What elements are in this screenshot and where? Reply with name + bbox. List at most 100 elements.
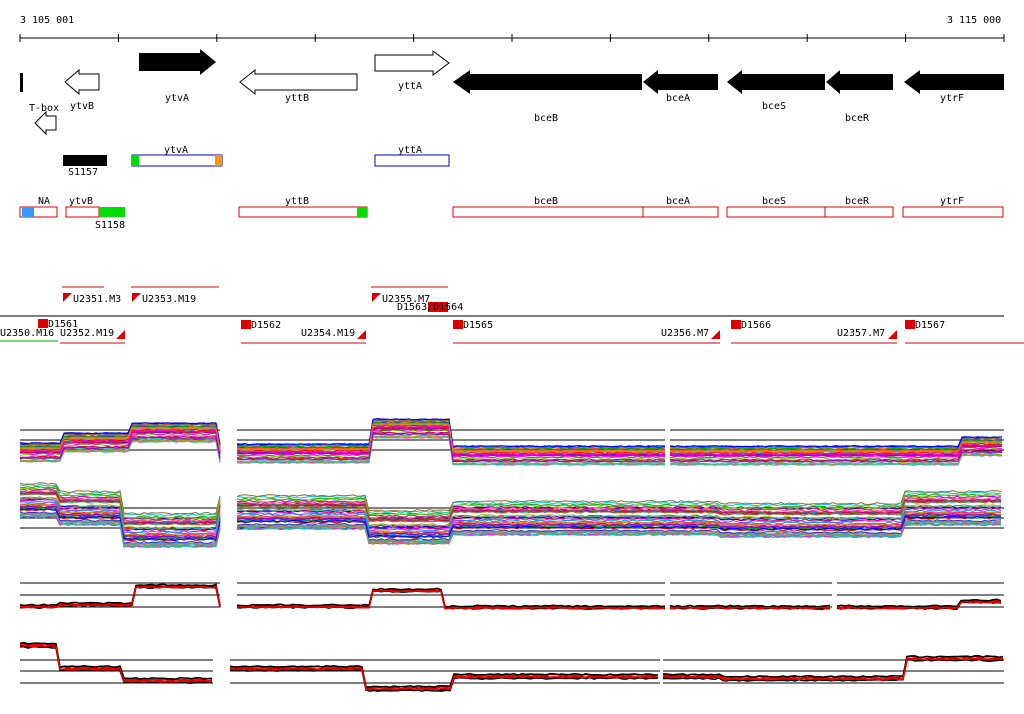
gene-arrow-yttA[interactable] — [374, 50, 450, 76]
expression-trace — [19, 644, 213, 683]
feature-bceB-row3[interactable] — [452, 206, 644, 218]
expression-trace — [19, 432, 221, 455]
transcript-flag-U2351[interactable] — [63, 293, 72, 302]
feature-track-2: S1157 ytvA yttA — [63, 145, 450, 178]
expression-trace — [19, 513, 221, 547]
transcript-flag-U2354[interactable] — [357, 330, 366, 339]
transcript-flag-U2352[interactable] — [116, 330, 125, 339]
transcript-block-D1566[interactable] — [731, 320, 741, 329]
expression-trace — [669, 436, 1003, 448]
expression-trace — [19, 429, 221, 453]
transcript-block-D1565[interactable] — [453, 320, 463, 329]
gene-label-ytrF: ytrF — [940, 93, 964, 104]
expression-trace — [236, 519, 1002, 542]
transcript-label-U2350: U2350.M16 — [0, 328, 54, 339]
feature-label-bceA-row3: bceA — [666, 196, 690, 207]
transcript-flag-U2357[interactable] — [888, 330, 897, 339]
expression-trace — [19, 641, 213, 680]
gene-arrow-ytrF[interactable] — [904, 70, 1004, 94]
expression-trace — [236, 498, 1002, 521]
gene-label-bceR: bceR — [845, 113, 870, 124]
feature-label-bceS-row3: bceS — [762, 196, 786, 207]
expression-trace — [669, 454, 1002, 466]
feature-label-ytvB-row3: ytvB — [69, 196, 93, 207]
transcript-block-D1563[interactable] — [428, 302, 448, 312]
expression-trace — [229, 667, 659, 691]
transcript-flag-U2355[interactable] — [372, 293, 381, 302]
expression-trace — [19, 482, 221, 516]
expression-trace — [836, 598, 1002, 608]
gene-arrow-bceB[interactable] — [453, 70, 642, 94]
feature-ytvA[interactable] — [131, 154, 223, 167]
transcript-flag-U2356[interactable] — [711, 330, 720, 339]
transcript-flag-U2353[interactable] — [132, 293, 141, 302]
expression-trace — [236, 499, 1002, 522]
expression-trace — [236, 589, 666, 610]
expression-trace — [669, 451, 1003, 463]
expression-trace — [19, 585, 221, 609]
gene-arrow-tbox[interactable] — [34, 110, 57, 136]
expression-trace — [236, 511, 1002, 533]
expression-trace — [236, 505, 1002, 528]
expression-trace — [19, 644, 213, 683]
expression-panel-3 — [19, 582, 1004, 610]
expression-trace — [236, 515, 1002, 538]
feature-bceS-row3[interactable] — [726, 206, 826, 218]
transcript-label-D1565: D1565 — [463, 320, 493, 331]
expression-trace — [236, 432, 666, 463]
gene-arrow-ytvA[interactable] — [139, 49, 216, 75]
feature-ytvB-row3[interactable] — [65, 206, 100, 218]
gene-arrow-bceA[interactable] — [643, 70, 718, 94]
expression-trace — [236, 513, 1002, 535]
feature-yttB-row3[interactable] — [238, 206, 368, 218]
feature-label-yttA: yttA — [398, 145, 422, 156]
feature-label-S1158: S1158 — [95, 220, 125, 231]
expression-trace — [19, 486, 221, 520]
feature-ytrF-row3[interactable] — [902, 206, 1004, 218]
expression-trace — [669, 444, 1003, 456]
gene-track: ytvB T-box ytvA yttB yttA bceB bceA bceS… — [20, 49, 1004, 136]
expression-trace — [670, 447, 1003, 460]
gene-arrow-yttB[interactable] — [239, 68, 358, 96]
expression-trace — [19, 423, 221, 446]
gene-arrow-ytvB[interactable] — [64, 68, 100, 96]
gene-label-bceS: bceS — [762, 101, 786, 112]
transcript-block-D1562[interactable] — [241, 320, 251, 329]
marker-green-ytvA — [132, 155, 139, 166]
expression-trace — [19, 508, 221, 541]
feature-label-NA: NA — [38, 196, 50, 207]
expression-trace — [236, 418, 666, 448]
expression-trace — [236, 495, 1002, 518]
feature-S1157[interactable] — [63, 155, 107, 166]
transcript-block-D1567[interactable] — [905, 320, 915, 329]
transcript-label-U2355: U2355.M7 — [382, 294, 430, 305]
expression-trace — [19, 490, 221, 523]
expression-trace — [669, 453, 1003, 465]
feature-label-yttB-row3: yttB — [285, 196, 309, 207]
expression-trace — [669, 604, 831, 608]
feature-bceA-row3[interactable] — [642, 206, 719, 218]
expression-trace — [662, 657, 1004, 681]
gene-fragment-left[interactable] — [20, 73, 23, 92]
gene-arrow-bceS[interactable] — [727, 70, 825, 94]
expression-trace — [19, 497, 221, 531]
marker-green-yttB — [357, 207, 367, 217]
feature-S1158[interactable] — [99, 207, 125, 217]
gene-label-bceB: bceB — [534, 113, 558, 124]
transcript-label-D1567: D1567 — [915, 320, 945, 331]
transcript-track: U2351.M3 U2353.M19 U2355.M7 D1563/D1564 … — [0, 286, 1024, 344]
expression-trace — [669, 452, 1002, 464]
transcript-block-D1561[interactable] — [38, 319, 48, 328]
expression-trace — [19, 428, 221, 452]
marker-orange-ytvA — [215, 155, 222, 166]
expression-trace — [19, 433, 221, 457]
gene-arrow-bceR[interactable] — [826, 70, 893, 94]
feature-NA[interactable] — [19, 206, 58, 218]
expression-trace — [236, 422, 666, 452]
expression-trace — [236, 587, 666, 608]
transcript-label-U2353: U2353.M19 — [142, 294, 196, 305]
feature-yttA[interactable] — [374, 154, 450, 167]
expression-trace — [19, 426, 221, 449]
feature-bceR-row3[interactable] — [824, 206, 894, 218]
